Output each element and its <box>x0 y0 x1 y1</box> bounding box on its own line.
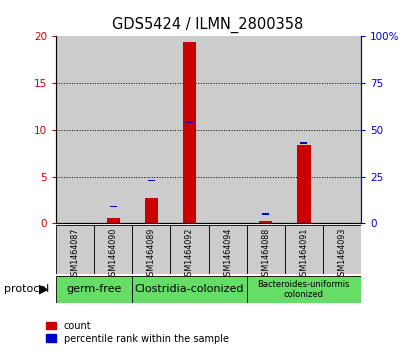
Bar <box>132 36 171 223</box>
Text: GSM1464089: GSM1464089 <box>147 228 156 281</box>
Bar <box>186 122 193 123</box>
FancyBboxPatch shape <box>94 225 132 274</box>
FancyBboxPatch shape <box>247 225 285 274</box>
FancyBboxPatch shape <box>323 225 361 274</box>
Bar <box>262 213 269 215</box>
FancyBboxPatch shape <box>132 276 247 303</box>
FancyBboxPatch shape <box>285 225 323 274</box>
Legend: count, percentile rank within the sample: count, percentile rank within the sample <box>46 321 229 344</box>
FancyBboxPatch shape <box>171 225 209 274</box>
FancyBboxPatch shape <box>56 276 132 303</box>
FancyBboxPatch shape <box>132 225 171 274</box>
FancyBboxPatch shape <box>56 225 94 274</box>
Bar <box>183 42 196 223</box>
Bar <box>107 218 120 223</box>
Text: GDS5424 / ILMN_2800358: GDS5424 / ILMN_2800358 <box>112 16 303 33</box>
Text: GSM1464091: GSM1464091 <box>299 228 308 281</box>
FancyBboxPatch shape <box>247 276 361 303</box>
Bar <box>247 36 285 223</box>
Bar <box>323 36 361 223</box>
Bar <box>297 145 310 223</box>
Text: GSM1464094: GSM1464094 <box>223 228 232 281</box>
Bar <box>148 180 155 181</box>
Text: GSM1464092: GSM1464092 <box>185 228 194 281</box>
Bar <box>209 36 247 223</box>
Text: protocol: protocol <box>4 284 49 294</box>
Text: GSM1464090: GSM1464090 <box>109 228 118 281</box>
Text: GSM1464087: GSM1464087 <box>71 228 80 281</box>
Bar <box>171 36 209 223</box>
Text: Bacteroides-uniformis
colonized: Bacteroides-uniformis colonized <box>258 280 350 299</box>
Bar <box>145 198 158 223</box>
Bar <box>300 142 307 143</box>
Text: germ-free: germ-free <box>66 285 122 294</box>
Bar <box>285 36 323 223</box>
FancyBboxPatch shape <box>209 225 247 274</box>
Bar <box>110 206 117 207</box>
Bar <box>56 36 94 223</box>
Text: ▶: ▶ <box>39 282 49 295</box>
Text: GSM1464088: GSM1464088 <box>261 228 270 281</box>
Text: GSM1464093: GSM1464093 <box>337 228 347 281</box>
Bar <box>259 221 272 223</box>
Bar <box>94 36 132 223</box>
Text: Clostridia-colonized: Clostridia-colonized <box>135 285 244 294</box>
